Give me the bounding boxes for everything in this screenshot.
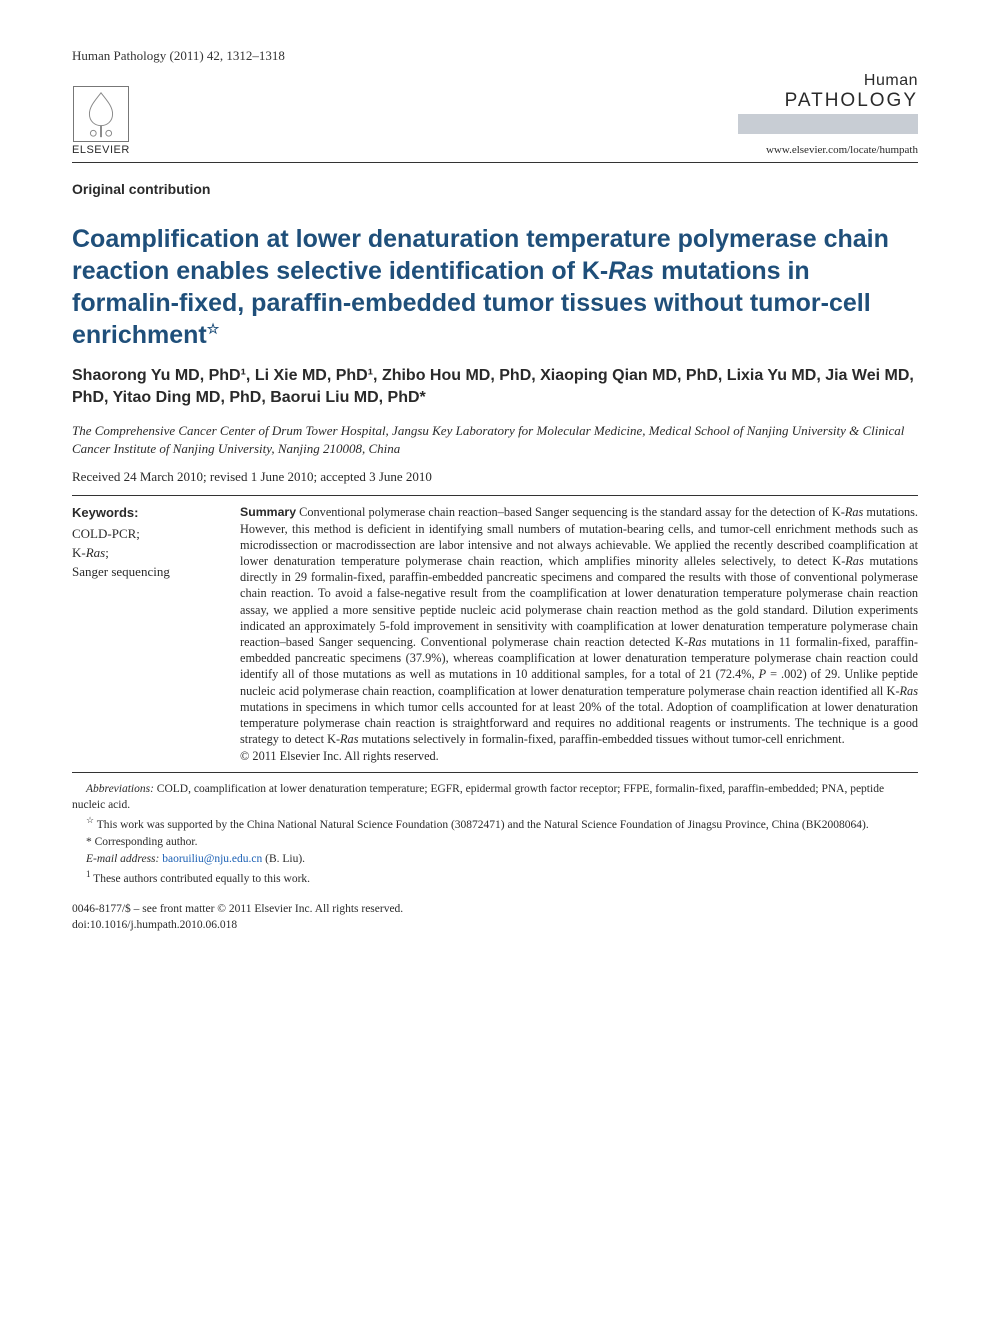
affiliation: The Comprehensive Cancer Center of Drum … [72,422,918,457]
doi-line: doi:10.1016/j.humpath.2010.06.018 [72,917,918,933]
email-label: E-mail address: [86,853,159,865]
front-matter: 0046-8177/$ – see front matter © 2011 El… [72,901,918,917]
logo-row: ELSEVIER Human PATHOLOGY www.elsevier.co… [72,72,918,156]
abstract-block: Keywords: COLD-PCR;K-Ras;Sanger sequenci… [72,504,918,764]
title-italic: Ras [608,257,654,285]
email-link[interactable]: baoruiliu@nju.edu.cn [162,853,262,865]
email-suffix: (B. Liu). [262,853,305,865]
article-type: Original contribution [72,181,918,197]
divider-mid-bottom [72,772,918,773]
article-title: Coamplification at lower denaturation te… [72,223,918,351]
journal-name-line1: Human [738,72,918,90]
footnote-abbreviations: Abbreviations: COLD, coamplification at … [72,781,918,813]
abbrev-text: COLD, coamplification at lower denaturat… [72,783,884,811]
publisher-name: ELSEVIER [72,144,130,156]
funding-text: This work was supported by the China Nat… [94,819,869,831]
bottom-block: 0046-8177/$ – see front matter © 2011 El… [72,901,918,933]
article-dates: Received 24 March 2010; revised 1 June 2… [72,469,918,485]
doi-link[interactable]: 10.1016/j.humpath.2010.06.018 [90,919,237,931]
doi-label: doi: [72,919,90,931]
elsevier-logo: ELSEVIER [72,86,130,156]
footnote-email: E-mail address: baoruiliu@nju.edu.cn (B.… [72,851,918,867]
journal-url: www.elsevier.com/locate/humpath [738,144,918,156]
funding-star-icon: ☆ [86,815,94,825]
journal-cover-band [738,114,918,134]
corresponding-text: Corresponding author. [92,836,198,848]
footnote-corresponding: * Corresponding author. [72,834,918,850]
journal-branding: Human PATHOLOGY www.elsevier.com/locate/… [738,72,918,156]
divider-top [72,162,918,163]
footnote-funding: ☆ This work was supported by the China N… [72,814,918,833]
keyword-item: COLD-PCR;K-Ras;Sanger sequencing [72,525,222,582]
summary-column: Summary Conventional polymerase chain re… [240,504,918,764]
summary-copyright: © 2011 Elsevier Inc. All rights reserved… [240,749,439,763]
elsevier-tree-icon [73,86,129,142]
journal-name-line2: PATHOLOGY [738,90,918,112]
summary-lead: Summary [240,505,296,519]
running-head: Human Pathology (2011) 42, 1312–1318 [72,48,285,64]
divider-mid-top [72,495,918,496]
footnotes-block: Abbreviations: COLD, coamplification at … [72,781,918,887]
keywords-heading: Keywords: [72,504,222,523]
title-footnote-star-icon: ☆ [207,321,220,337]
summary-body: Conventional polymerase chain reaction–b… [240,505,918,746]
footnote-equal-contrib: 1 These authors contributed equally to t… [72,868,918,887]
authors: Shaorong Yu MD, PhD¹, Li Xie MD, PhD¹, Z… [72,365,918,408]
abbrev-label: Abbreviations: [86,783,154,795]
header-row: Human Pathology (2011) 42, 1312–1318 [72,48,918,64]
keywords-column: Keywords: COLD-PCR;K-Ras;Sanger sequenci… [72,504,222,764]
equal-text: These authors contributed equally to thi… [91,873,311,885]
